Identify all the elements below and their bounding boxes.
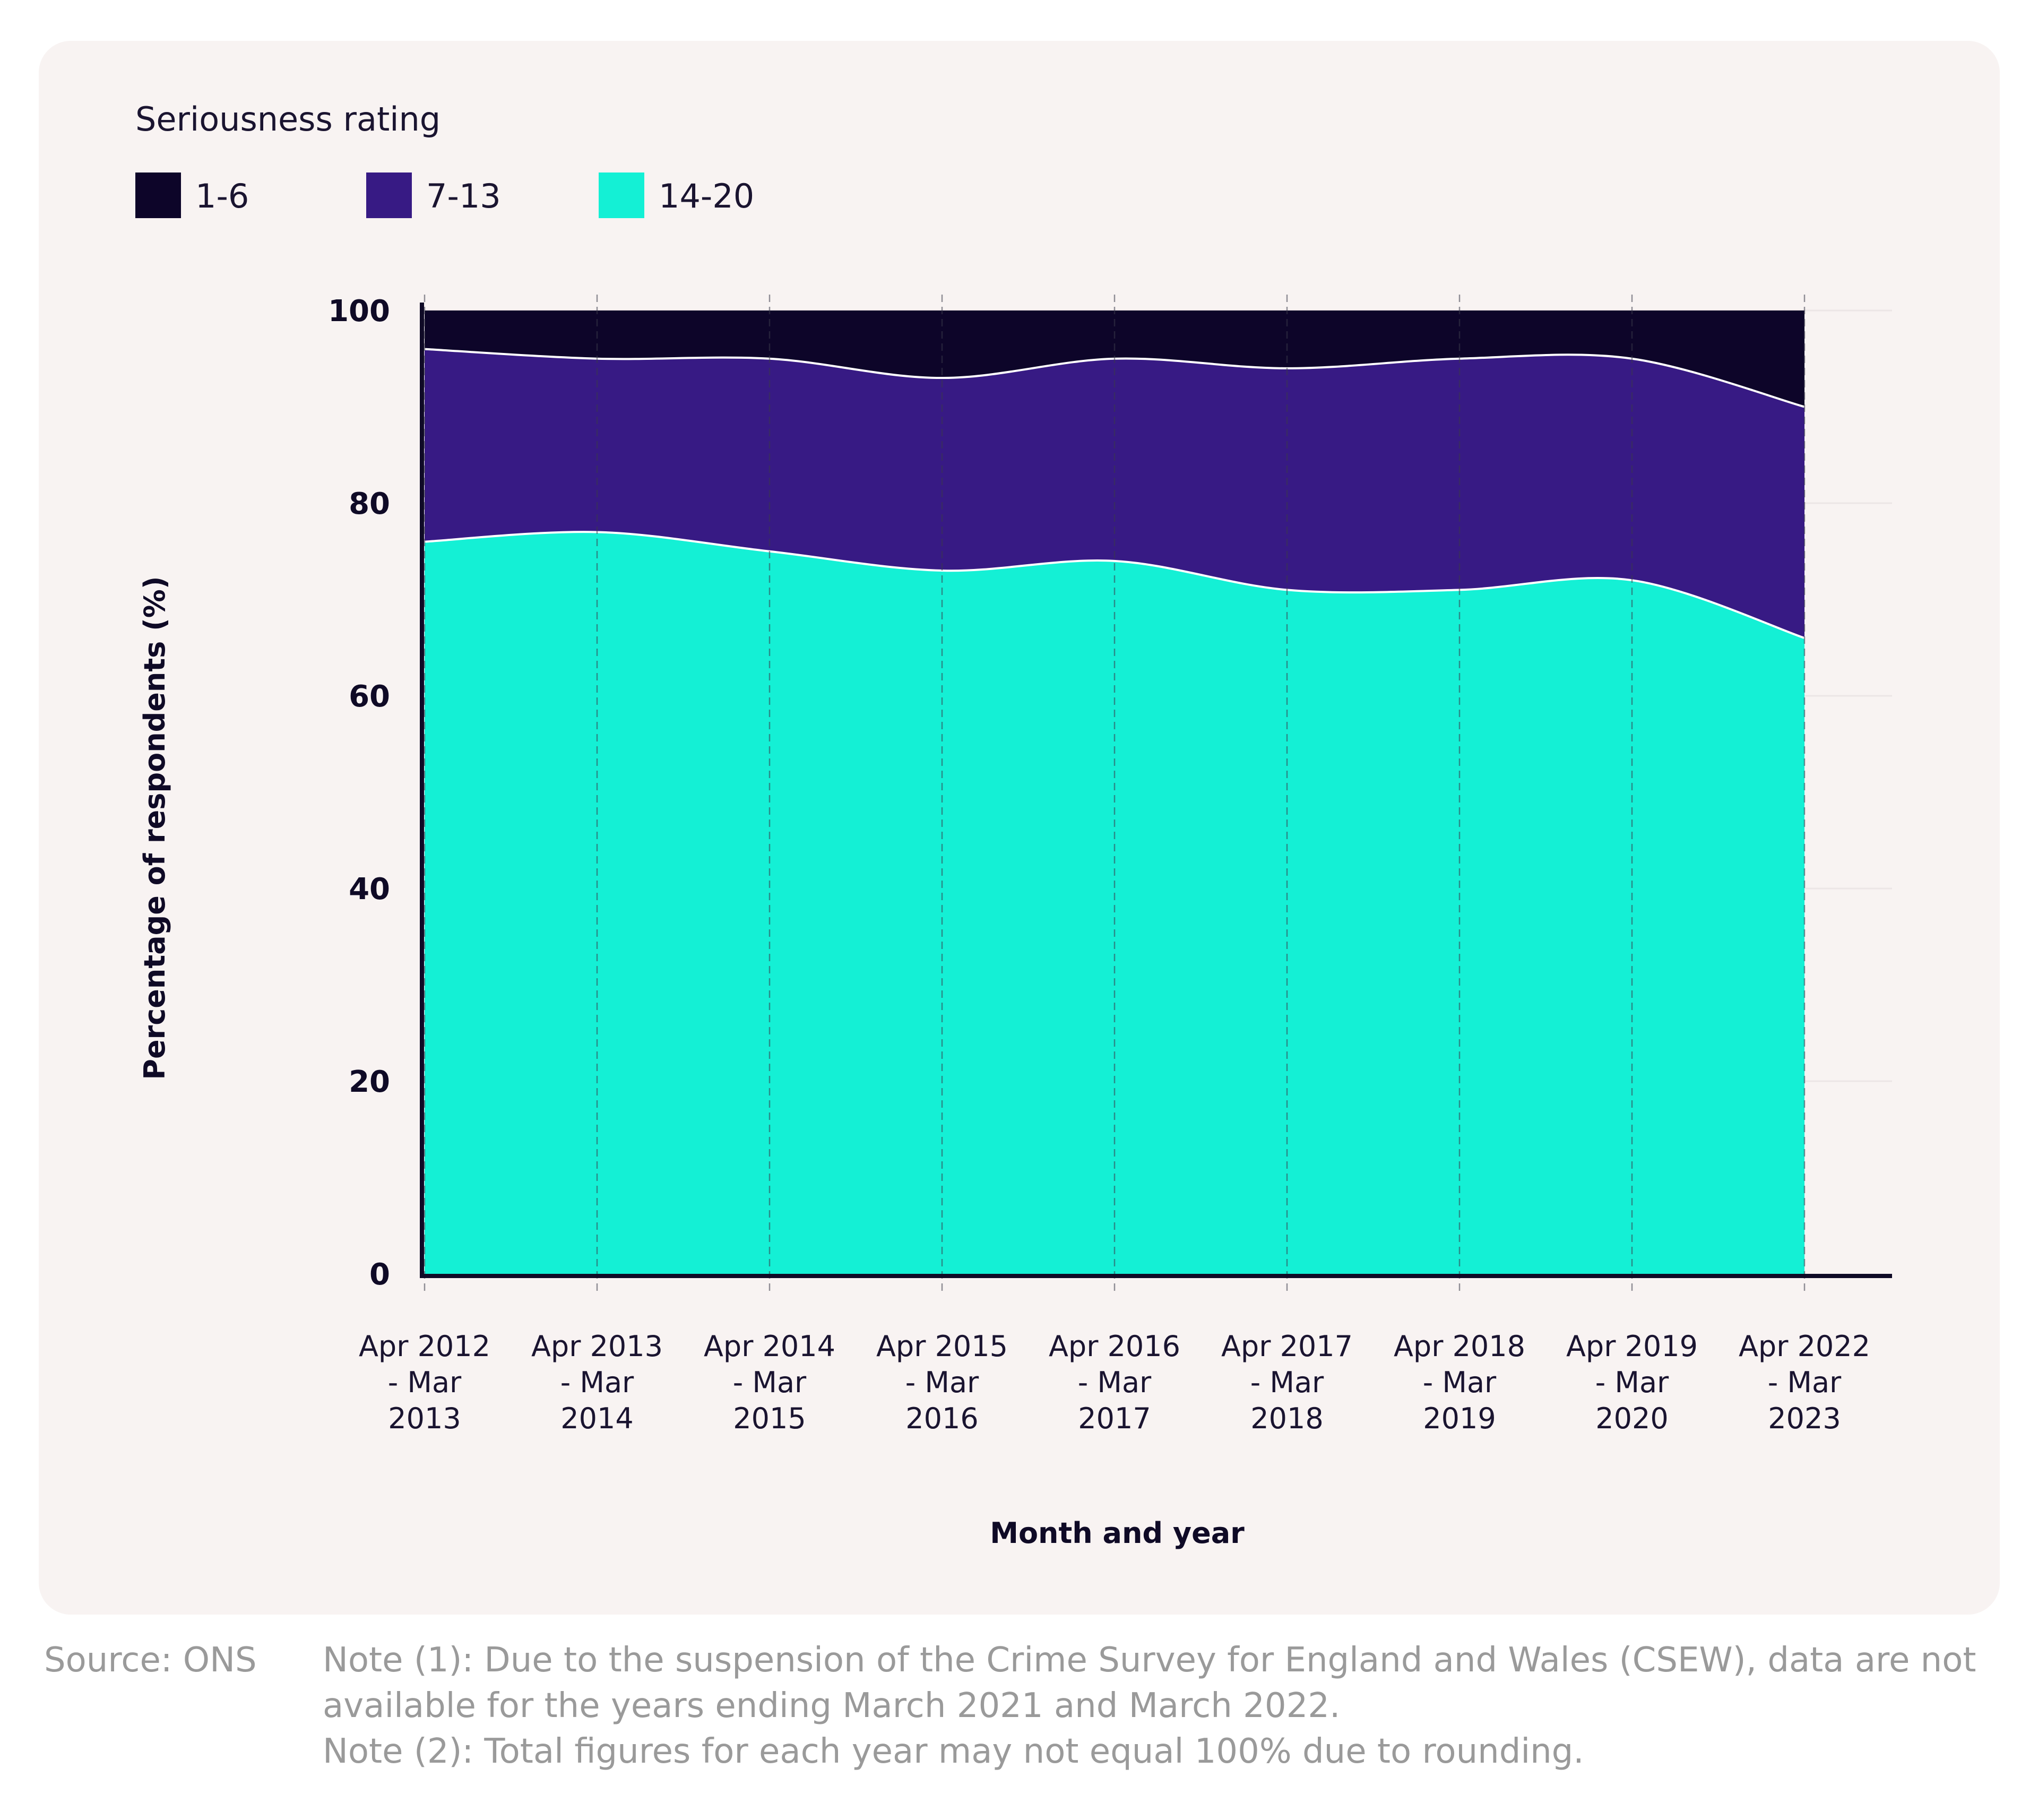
- y-tick-label: 60: [349, 679, 390, 714]
- x-tick-label: Apr 2016- Mar 2017: [1049, 1330, 1180, 1435]
- y-axis-title: Percentage of respondents (%): [138, 576, 171, 1080]
- y-tick-label: 80: [349, 487, 390, 521]
- note-line: Note (2): Total figures for each year ma…: [323, 1732, 1584, 1771]
- x-tick-label: Apr 2018- Mar 2019: [1394, 1330, 1525, 1435]
- note-line: available for the years ending March 202…: [323, 1686, 1341, 1726]
- x-tick-label: Apr 2013- Mar 2014: [531, 1330, 663, 1435]
- legend-swatch: [366, 172, 412, 218]
- footer-notes: Note (1): Due to the suspension of the C…: [323, 1637, 2010, 1774]
- legend-label: 1-6: [195, 177, 249, 215]
- stacked-area-chart: 0 20 40 60 80 100 Apr 2012- Mar 2013 Apr 2013- M…: [138, 294, 1892, 1550]
- y-tick-label: 100: [328, 294, 390, 329]
- x-tick-label: Apr 2017- Mar 2018: [1221, 1330, 1353, 1435]
- note-line: Note (1): Due to the suspension of the C…: [323, 1641, 1976, 1680]
- source-text: Source: ONS: [44, 1641, 257, 1680]
- x-tick-label: Apr 2014- Mar 2015: [704, 1330, 835, 1435]
- x-tick-label: Apr 2022- Mar 2023: [1739, 1330, 1870, 1435]
- x-tick-label: Apr 2012- Mar 2013: [359, 1330, 490, 1435]
- x-tick-label: Apr 2015- Mar 2016: [876, 1330, 1008, 1435]
- legend-swatch: [135, 172, 181, 218]
- x-tick-label: Apr 2019- Mar 2020: [1566, 1330, 1698, 1435]
- legend-title: Seriousness rating: [135, 100, 441, 139]
- y-tick-label: 40: [349, 872, 390, 907]
- legend-swatch: [599, 172, 644, 218]
- legend-label: 7-13: [426, 177, 501, 215]
- y-tick-label: 0: [369, 1257, 390, 1292]
- y-tick-label: 20: [349, 1065, 390, 1099]
- legend-label: 14-20: [659, 177, 755, 215]
- series-boundary-14-20: [424, 531, 1805, 639]
- x-axis-title: Month and year: [990, 1516, 1245, 1550]
